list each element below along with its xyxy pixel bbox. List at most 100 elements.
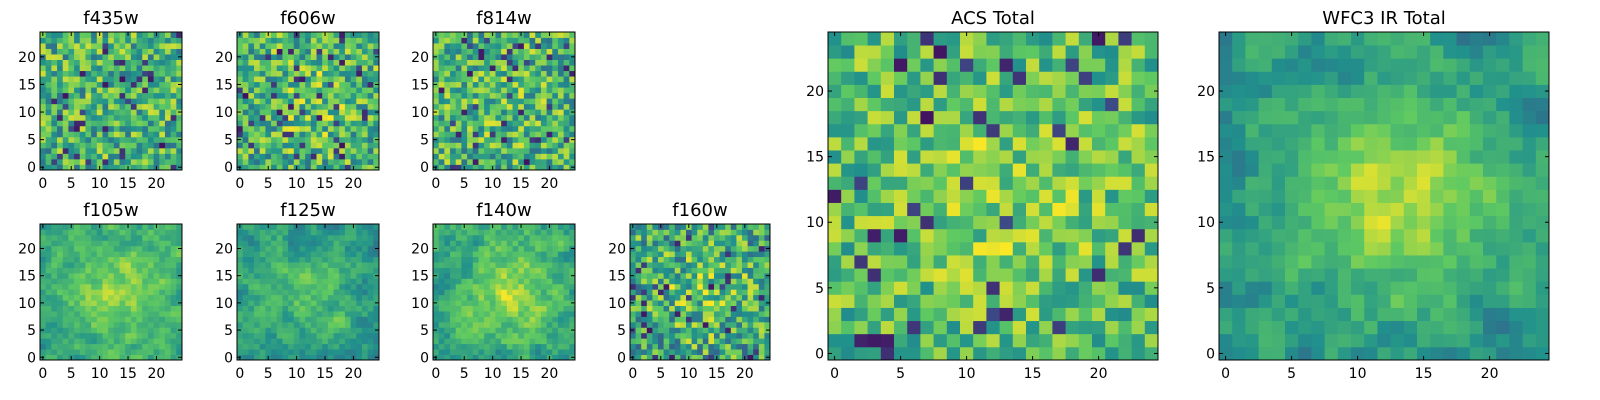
heatmap-cell bbox=[147, 37, 154, 44]
heatmap-cell bbox=[529, 153, 536, 160]
heatmap-cell bbox=[669, 272, 676, 279]
heatmap-cell bbox=[725, 229, 732, 236]
heatmap-cell bbox=[91, 98, 98, 105]
heatmap-cell bbox=[478, 98, 485, 105]
heatmap-cell bbox=[960, 150, 974, 164]
heatmap-cell bbox=[373, 120, 380, 127]
heatmap-cell bbox=[725, 224, 732, 230]
heatmap-cell bbox=[546, 81, 553, 88]
x-tick-label: 10 bbox=[91, 176, 109, 192]
heatmap-cell bbox=[265, 48, 272, 55]
heatmap-cell bbox=[265, 338, 272, 345]
heatmap-cell bbox=[293, 114, 300, 121]
heatmap-cell bbox=[535, 65, 542, 72]
heatmap-cell bbox=[74, 32, 81, 38]
heatmap-cell bbox=[305, 76, 312, 83]
heatmap-cell bbox=[367, 48, 374, 55]
heatmap-cell bbox=[113, 48, 120, 55]
heatmap-cell bbox=[563, 109, 570, 116]
heatmap-cell bbox=[147, 343, 154, 350]
heatmap-cell bbox=[130, 256, 137, 263]
heatmap-cell bbox=[747, 234, 754, 241]
heatmap-cell bbox=[96, 120, 103, 127]
heatmap-cell bbox=[350, 120, 357, 127]
heatmap-cell bbox=[305, 245, 312, 252]
heatmap-cell bbox=[40, 158, 47, 165]
heatmap-cell bbox=[563, 153, 570, 160]
heatmap-cell bbox=[552, 245, 559, 252]
heatmap-cell bbox=[535, 300, 542, 306]
heatmap-cell bbox=[350, 294, 357, 301]
heatmap-cell bbox=[867, 228, 882, 243]
heatmap-cell bbox=[867, 307, 882, 322]
heatmap-cell bbox=[153, 343, 160, 350]
heatmap-cell bbox=[907, 163, 921, 177]
heatmap-cell bbox=[57, 131, 64, 138]
heatmap-cell bbox=[512, 251, 519, 258]
heatmap-cell bbox=[130, 245, 137, 252]
heatmap-cell bbox=[147, 164, 154, 171]
heatmap-cell bbox=[51, 289, 58, 296]
heatmap-cell bbox=[147, 76, 154, 83]
heatmap-cell bbox=[867, 333, 882, 348]
heatmap-cell bbox=[68, 37, 75, 44]
heatmap-cell bbox=[51, 294, 58, 301]
heatmap-cell bbox=[305, 262, 312, 268]
heatmap-cell bbox=[322, 338, 329, 345]
heatmap-cell bbox=[130, 343, 137, 350]
heatmap-cell bbox=[512, 272, 519, 279]
heatmap-cell bbox=[176, 332, 183, 339]
heatmap-cell bbox=[248, 103, 255, 110]
heatmap-cell bbox=[489, 294, 496, 301]
heatmap-cell bbox=[327, 164, 334, 171]
heatmap-cell bbox=[1012, 307, 1027, 322]
heatmap-cell bbox=[907, 307, 921, 322]
heatmap-cell bbox=[350, 65, 357, 72]
heatmap-cell bbox=[361, 272, 369, 279]
heatmap-cell bbox=[276, 43, 283, 49]
heatmap-cell bbox=[512, 147, 519, 154]
heatmap-cell bbox=[322, 251, 329, 258]
heatmap-cell bbox=[512, 294, 519, 301]
heatmap-cell bbox=[51, 338, 58, 345]
heatmap-cell bbox=[79, 70, 86, 77]
heatmap-cell bbox=[68, 59, 75, 66]
heatmap-cell bbox=[153, 120, 160, 127]
heatmap-cell bbox=[758, 305, 765, 312]
heatmap-cell bbox=[125, 103, 132, 110]
heatmap-cell bbox=[237, 234, 244, 241]
heatmap-cell bbox=[529, 103, 536, 110]
heatmap-cell bbox=[495, 70, 502, 77]
heatmap-cell bbox=[854, 320, 868, 335]
heatmap-cell bbox=[248, 70, 255, 77]
heatmap-cell bbox=[282, 349, 289, 355]
heatmap-cell bbox=[130, 234, 137, 241]
heatmap-cell bbox=[730, 305, 737, 312]
heatmap-cell bbox=[322, 343, 329, 350]
heatmap-cell bbox=[102, 327, 109, 334]
heatmap-cell bbox=[563, 114, 570, 121]
heatmap-cell bbox=[730, 267, 737, 274]
heatmap-cell bbox=[350, 92, 357, 99]
heatmap-cell bbox=[764, 305, 771, 312]
heatmap-cell bbox=[753, 272, 760, 279]
heatmap-cell bbox=[276, 153, 283, 160]
heatmap-cell bbox=[1118, 228, 1132, 243]
heatmap-cell bbox=[164, 338, 172, 345]
heatmap-cell bbox=[51, 311, 58, 317]
heatmap-cell bbox=[85, 59, 92, 66]
heatmap-cell bbox=[361, 283, 369, 290]
heatmap-cell bbox=[697, 343, 704, 350]
heatmap-cell bbox=[730, 251, 737, 258]
heatmap-cell bbox=[333, 300, 340, 306]
heatmap-cell bbox=[747, 327, 754, 334]
heatmap-cell bbox=[153, 114, 160, 121]
heatmap-cell bbox=[669, 267, 676, 274]
heatmap-cell bbox=[68, 48, 75, 55]
heatmap-cell bbox=[265, 87, 272, 94]
heatmap-cell bbox=[478, 87, 485, 94]
heatmap-cell bbox=[271, 37, 278, 44]
heatmap-cell bbox=[461, 251, 468, 258]
heatmap-cell bbox=[563, 229, 570, 236]
heatmap-cell bbox=[299, 54, 306, 60]
